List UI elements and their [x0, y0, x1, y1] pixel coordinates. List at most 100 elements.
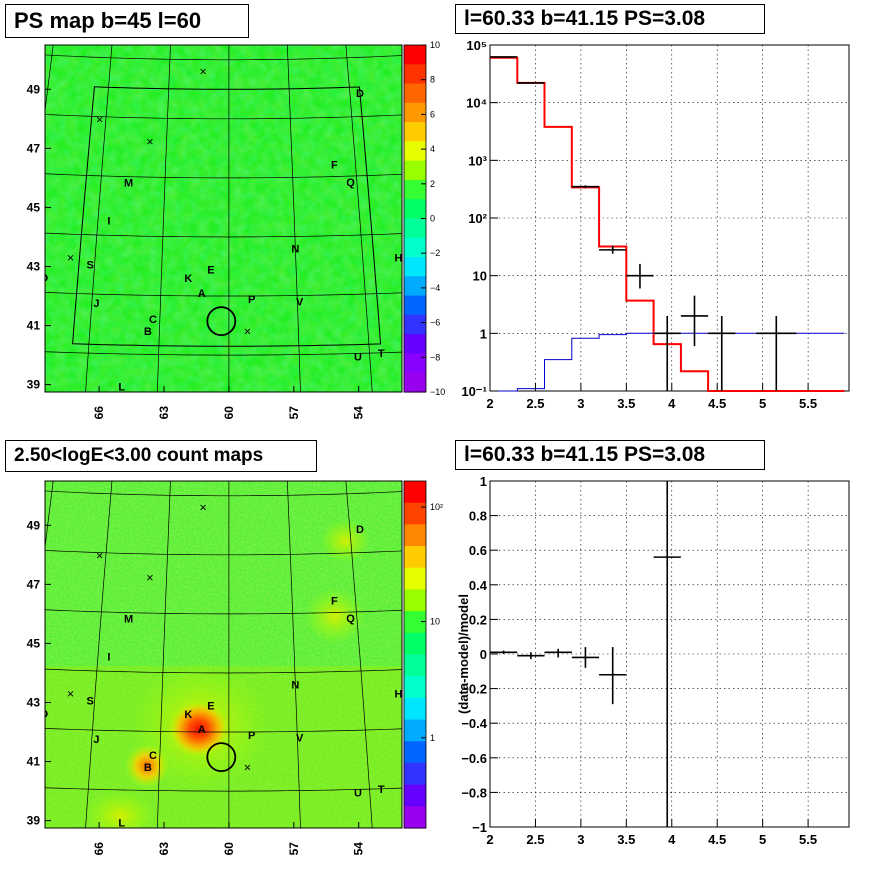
x-tick-label: 4	[668, 832, 676, 847]
colorbar-swatch	[404, 719, 426, 742]
lat-tick-label: 49	[27, 82, 41, 96]
source-label: O	[40, 709, 49, 721]
lat-tick-label: 45	[27, 636, 41, 650]
cross-marker	[244, 764, 251, 771]
y-tick-label: 0.2	[469, 612, 487, 627]
source-label: N	[291, 243, 299, 255]
y-tick-label: −0.8	[461, 785, 487, 800]
source-label: T	[378, 348, 385, 360]
x-tick-label: 5	[759, 396, 766, 411]
y-tick-label: −0.4	[461, 716, 487, 731]
source-label: J	[93, 298, 99, 310]
y-tick-label: −1	[472, 820, 487, 835]
lat-tick-label: 47	[27, 577, 41, 591]
lon-tick-label: 66	[92, 406, 106, 420]
x-tick-label: 5.5	[799, 832, 817, 847]
x-tick-label: 2.5	[526, 832, 544, 847]
colorbar-tick-label: 10	[430, 617, 440, 627]
y-tick-label: 1	[480, 474, 487, 489]
colorbar-swatch	[404, 45, 426, 65]
source-label: Q	[346, 177, 355, 189]
colorbar-swatch	[404, 611, 426, 634]
colorbar-tick-label: 6	[430, 109, 435, 119]
colorbar-tick-label: 10	[430, 40, 440, 50]
lat-tick-label: 45	[27, 200, 41, 214]
source-label: A	[198, 288, 206, 300]
cross-marker	[200, 68, 206, 75]
colorbar-swatch	[404, 589, 426, 612]
lat-tick-label: 41	[27, 319, 41, 333]
x-tick-label: 4.5	[708, 832, 726, 847]
x-tick-label: 3	[577, 832, 584, 847]
colorbar-tick-label: 8	[430, 75, 435, 85]
spectrum-series	[490, 56, 845, 392]
source-label: I	[107, 652, 110, 664]
colorbar-swatch	[404, 102, 426, 123]
lon-tick-label: 66	[92, 842, 106, 856]
lon-tick-label: 54	[352, 842, 366, 856]
colorbar-swatch	[404, 237, 426, 258]
colorbar-tick-label: −2	[430, 248, 440, 258]
source-label: A	[198, 724, 206, 736]
colorbar-swatch	[404, 314, 426, 335]
y-tick-label: 10³	[468, 153, 487, 168]
colorbar-tick-label: 2	[430, 179, 435, 189]
source-label: F	[331, 596, 338, 608]
cross-marker	[96, 552, 103, 559]
y-tick-label: −0.2	[461, 682, 487, 697]
count-colorbar: 10² 10 1	[403, 480, 443, 829]
source-label: P	[248, 294, 255, 306]
lon-grid-line	[286, 481, 301, 828]
colorbar-swatch	[404, 179, 426, 200]
source-label: E	[207, 700, 214, 712]
y-tick-label: 10	[473, 269, 487, 284]
count-map-lat-ticks: 49 47 45 43 41 39	[27, 518, 51, 828]
colorbar-tick-label: 10²	[430, 502, 443, 512]
lon-tick-label: 57	[287, 842, 301, 856]
colorbar-swatch	[404, 762, 426, 786]
residual-series	[490, 481, 681, 827]
ps-map-lat-ticks: 49 47 45 43 41 39	[27, 82, 51, 392]
colorbar-swatch	[404, 546, 426, 569]
cross-marker	[67, 690, 74, 697]
colorbar-swatch	[404, 502, 426, 525]
y-tick-label: 0	[480, 647, 487, 662]
source-label: C	[149, 314, 157, 326]
source-label: G	[37, 783, 46, 795]
cross-marker	[96, 116, 103, 123]
y-tick-label: 10²	[468, 211, 487, 226]
lat-tick-label: 39	[27, 814, 41, 828]
ps-map-sources: DFQMINHRSKEOAPJVCBGUTL	[45, 68, 402, 392]
lon-grid-line	[45, 45, 54, 115]
source-label: U	[354, 351, 362, 363]
y-tick-label: 0.4	[469, 578, 488, 593]
x-tick-label: 5.5	[799, 396, 817, 411]
y-tick-label: −0.6	[461, 751, 487, 766]
spectrum-title: l=60.33 b=41.15 PS=3.08	[455, 4, 765, 34]
roi-boundary	[72, 86, 382, 347]
lon-tick-label: 63	[157, 842, 171, 856]
lon-grid-line	[345, 45, 373, 392]
colorbar-swatch	[404, 784, 426, 807]
source-label: B	[144, 326, 152, 338]
residual-grid	[489, 480, 849, 828]
source-label: M	[124, 178, 133, 190]
colorbar-swatch	[404, 481, 426, 504]
source-label: Q	[346, 613, 355, 625]
x-tick-label: 2	[486, 396, 493, 411]
colorbar-tick-label: 4	[430, 144, 435, 154]
y-tick-label: 10⁵	[466, 38, 487, 53]
colorbar-swatch	[404, 83, 426, 104]
residual-title: l=60.33 b=41.15 PS=3.08	[455, 440, 765, 470]
source-label: H	[394, 252, 402, 264]
lat-tick-label: 43	[27, 259, 41, 273]
lat-tick-label: 41	[27, 755, 41, 769]
y-tick-label: 10⁴	[466, 96, 487, 111]
x-tick-label: 3.5	[617, 832, 635, 847]
lon-tick-label: 54	[352, 406, 366, 420]
source-label: I	[107, 216, 110, 228]
colorbar-swatch	[404, 654, 426, 677]
y-tick-label: 0.8	[469, 509, 487, 524]
source-label: C	[149, 750, 157, 762]
